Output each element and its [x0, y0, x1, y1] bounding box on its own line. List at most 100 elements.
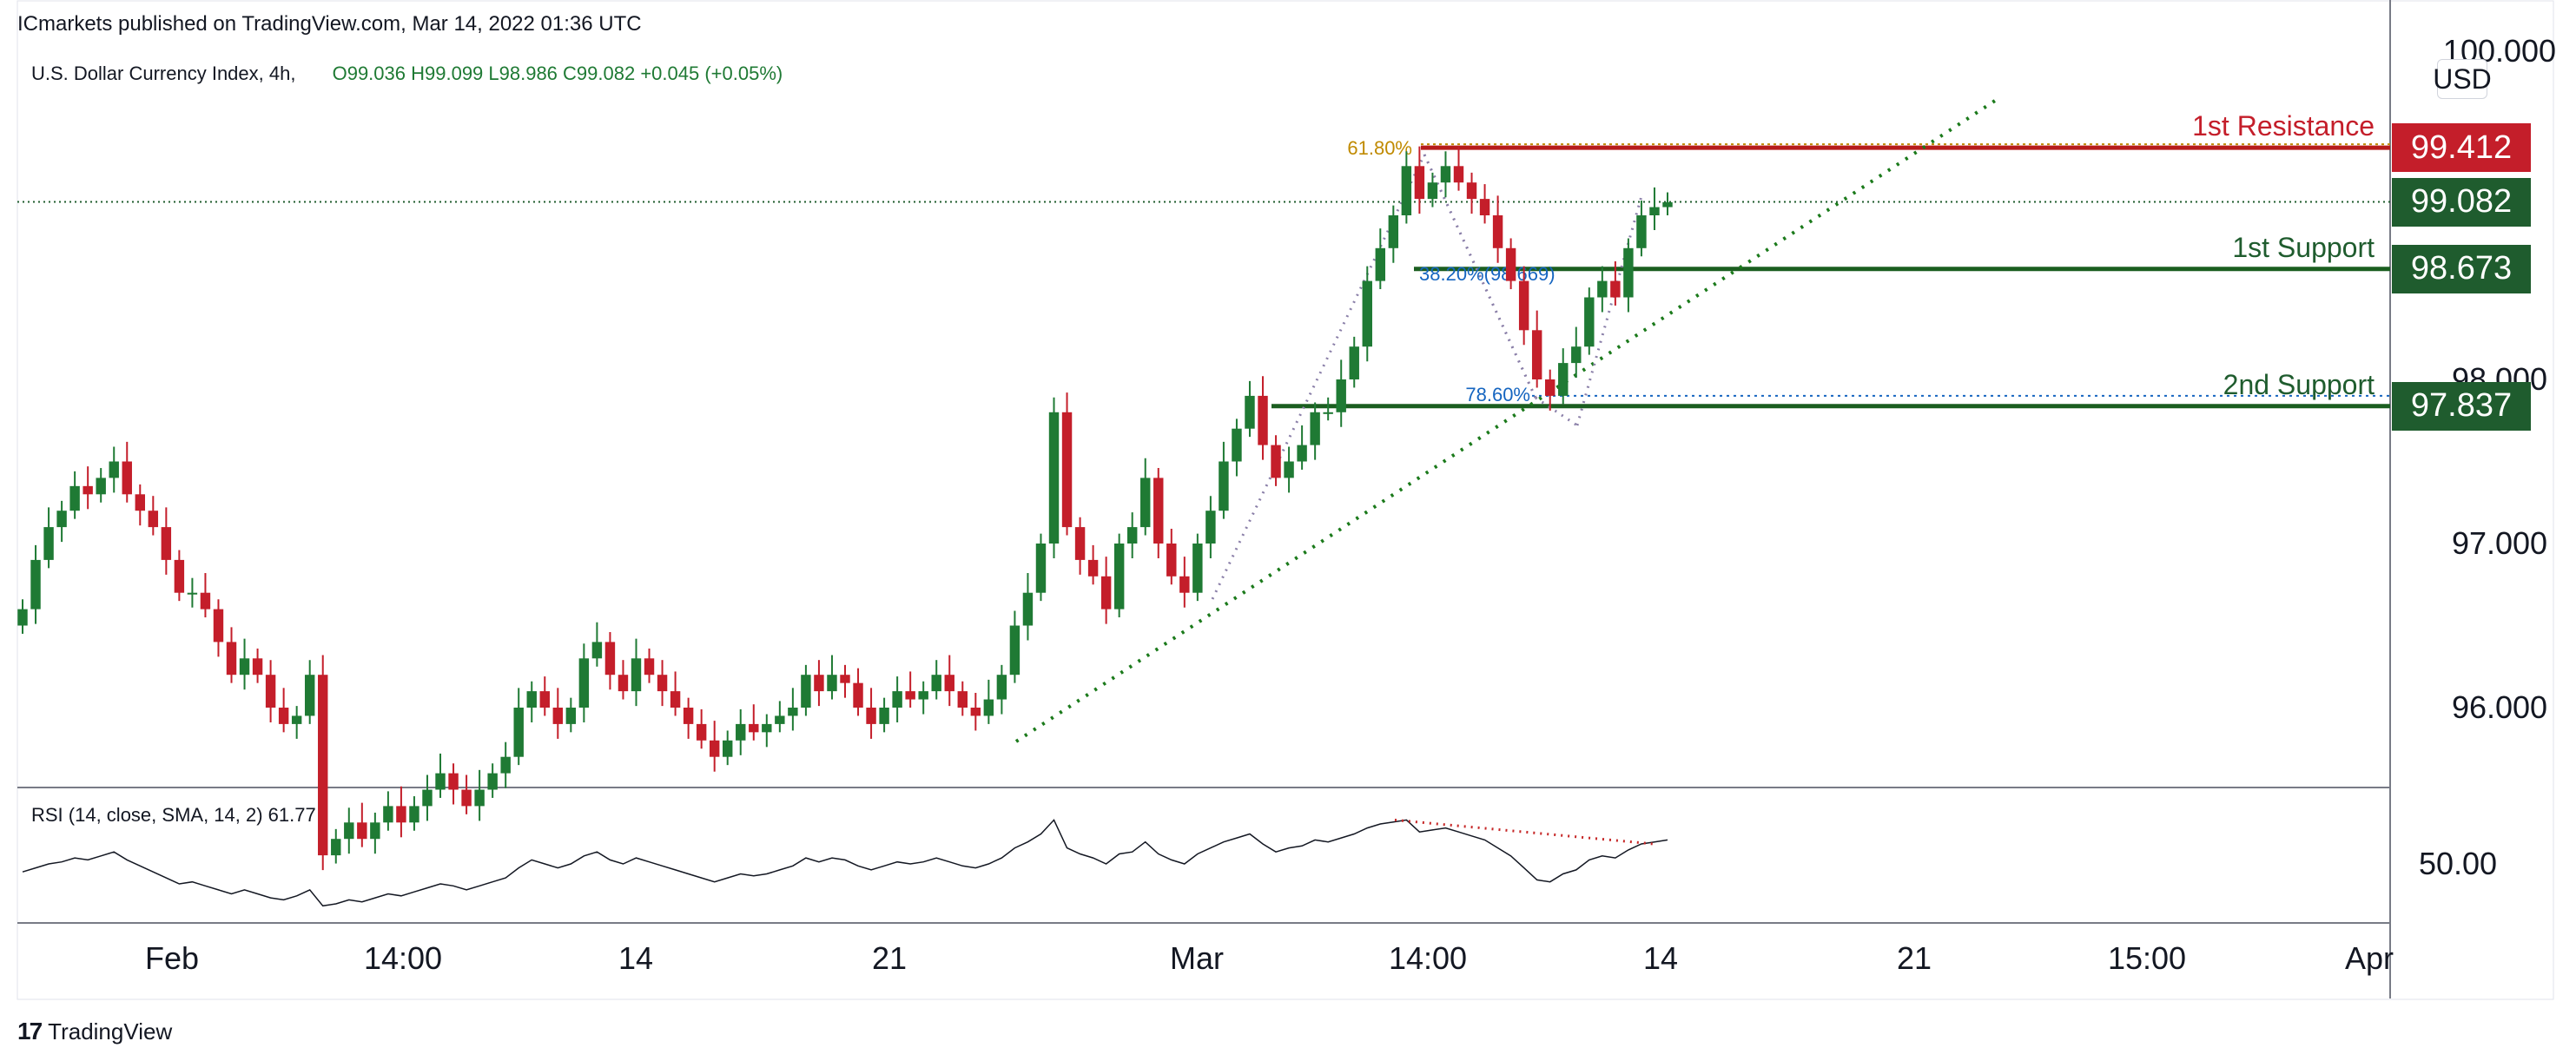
candle-body — [918, 691, 928, 700]
candle-body — [304, 675, 315, 716]
candle-body — [1179, 576, 1190, 593]
candle-body — [1310, 412, 1320, 445]
candle-body — [513, 708, 524, 757]
candle-body — [187, 592, 198, 595]
candle-body — [396, 806, 406, 823]
candle-body — [1035, 544, 1047, 593]
candle-body — [1636, 215, 1647, 248]
candle-body — [1074, 527, 1086, 560]
currency-unit-badge[interactable]: USD — [2433, 59, 2492, 99]
rsi-line — [22, 819, 1668, 907]
time-tick-label: 14:00 — [1389, 940, 1467, 976]
price-tick-label: 96.000 — [2452, 689, 2547, 725]
tradingview-brand[interactable]: 17 TradingView — [17, 1018, 172, 1045]
candle-body — [1453, 166, 1464, 183]
candle-body — [1140, 478, 1151, 528]
candle-body — [122, 461, 132, 495]
candle-body — [291, 715, 302, 724]
price-level-tag: 98.673 — [2392, 244, 2531, 293]
candle-body — [1531, 330, 1542, 379]
candle-body — [657, 675, 668, 692]
candle-body — [591, 642, 603, 659]
harmonic-pattern-leg — [1535, 396, 1578, 427]
harmonic-pattern-leg — [1423, 154, 1537, 399]
candle-body — [618, 675, 629, 692]
fib-786-label: 78.60% — [1465, 384, 1530, 405]
candle-body — [683, 708, 694, 724]
candle-body — [1232, 428, 1242, 462]
candle-body — [801, 675, 811, 708]
candle-body — [161, 527, 172, 560]
candle-body — [1584, 297, 1595, 347]
candle-body — [957, 691, 968, 708]
candle-body — [931, 675, 941, 692]
candle-body — [1192, 544, 1203, 593]
candle-body — [461, 789, 472, 807]
candle-body — [1061, 412, 1073, 528]
candle-body — [1205, 511, 1216, 544]
candle-body — [892, 691, 902, 708]
candle-body — [1284, 461, 1294, 478]
candle-body — [1492, 215, 1503, 248]
candle-body — [1297, 445, 1307, 462]
candle-body — [265, 675, 276, 708]
candle-body — [1245, 395, 1255, 429]
candle-body — [1022, 592, 1034, 626]
time-tick-label: 15:00 — [2108, 940, 2186, 976]
candle-body — [1362, 280, 1372, 347]
fib-618-label: 61.80% — [1347, 137, 1412, 159]
candle-body — [69, 485, 80, 511]
candle-body — [409, 806, 419, 823]
publisher-caption: ICmarkets published on TradingView.com, … — [17, 12, 642, 36]
candle-body — [500, 756, 511, 774]
level-name-label: 2nd Support — [2223, 369, 2375, 400]
candle-body — [631, 658, 642, 692]
candle-body — [749, 723, 759, 733]
candle-body — [1219, 461, 1229, 511]
candle-body — [1401, 166, 1412, 215]
time-tick-label: 14 — [1643, 940, 1678, 976]
candle-body — [17, 609, 28, 626]
candle-body — [905, 691, 915, 700]
price-level-tag: 99.082 — [2392, 177, 2531, 227]
candle-body — [604, 642, 616, 675]
candle-body — [1623, 247, 1634, 298]
candle-body — [1571, 346, 1582, 364]
candle-body — [723, 740, 733, 757]
candle-body — [1505, 247, 1516, 281]
candle-body — [853, 682, 863, 708]
candle-body — [448, 773, 459, 790]
harmonic-pattern-leg — [1575, 195, 1643, 426]
candle-body — [370, 822, 380, 840]
candle-body — [762, 723, 772, 733]
candle-body — [1610, 280, 1621, 298]
candle-body — [43, 527, 54, 560]
candle-body — [344, 822, 354, 840]
candle-body — [226, 642, 237, 675]
candle-body — [318, 675, 328, 856]
candle-body — [148, 511, 159, 528]
candle-body — [1100, 576, 1112, 610]
candle-body — [840, 675, 850, 683]
time-tick-label: Apr — [2345, 940, 2394, 976]
candle-body — [970, 708, 981, 716]
candle-body — [487, 773, 498, 790]
candle-body — [670, 691, 681, 708]
candle-body — [526, 691, 537, 708]
candle-body — [1153, 478, 1164, 544]
candle-body — [1662, 201, 1673, 208]
rsi-legend: RSI (14, close, SMA, 14, 2) 61.77 — [31, 804, 316, 826]
candle-body — [565, 708, 577, 724]
candle-body — [578, 658, 590, 708]
candle-body — [135, 494, 145, 511]
price-level-tag: 97.837 — [2392, 381, 2531, 431]
time-tick-label: Mar — [1170, 940, 1224, 976]
price-level-tag: 99.412 — [2392, 123, 2531, 173]
candle-body — [1113, 544, 1125, 610]
tradingview-logo-icon: 17 — [17, 1018, 43, 1045]
candle-body — [1126, 527, 1138, 544]
candle-body — [539, 691, 550, 708]
candle-body — [1479, 199, 1490, 215]
candle-body — [696, 723, 707, 741]
candle-body — [252, 658, 263, 675]
